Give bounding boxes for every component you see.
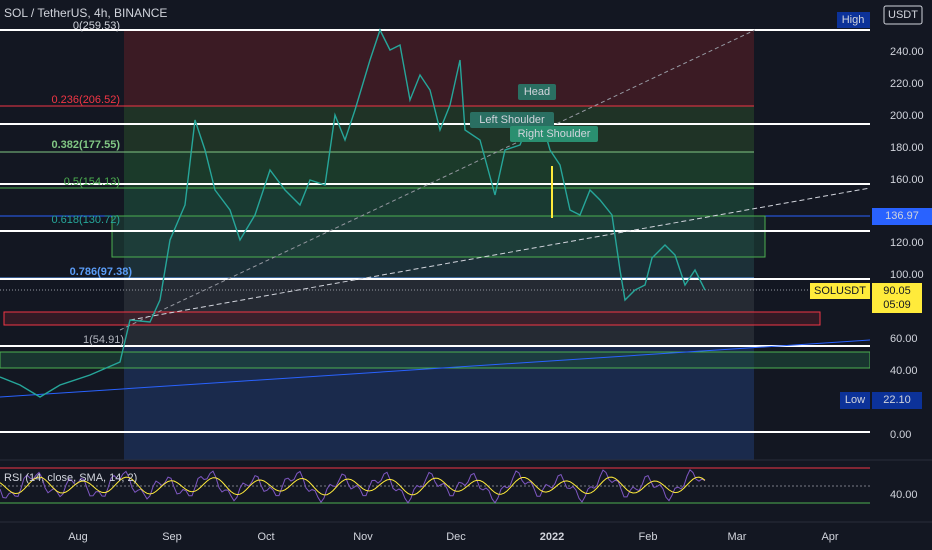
price-label: 160.00 — [890, 174, 924, 186]
fib-label: 0.382(177.55) — [52, 139, 121, 151]
fib-label: 0(259.53) — [73, 20, 120, 32]
price-axis-labels: 240.00 220.00 200.00 180.00 160.00 120.0… — [890, 46, 924, 441]
time-label: Oct — [257, 531, 274, 543]
trend-line — [0, 339, 871, 398]
price-label: 180.00 — [890, 142, 924, 154]
fib-label: 0.5(154.13) — [64, 176, 120, 188]
resistance-box — [3, 311, 821, 326]
currency[interactable]: USDT — [888, 9, 918, 21]
trend-dashed — [129, 187, 871, 321]
low-tag — [840, 392, 870, 409]
fib-label: 1(54.91) — [83, 334, 124, 346]
zone — [124, 106, 754, 152]
time-label: Aug — [68, 531, 88, 543]
demand-zone — [0, 351, 871, 369]
pattern-label: Head — [524, 86, 550, 98]
last-price-tag — [872, 208, 932, 225]
rsi-axis-label: 40.00 — [890, 489, 918, 501]
price-label: 60.00 — [890, 333, 918, 345]
price-label: 240.00 — [890, 46, 924, 58]
time-label: Sep — [162, 531, 182, 543]
price-label: 0.00 — [890, 429, 911, 441]
pattern-tag — [510, 126, 598, 142]
price-series — [0, 28, 706, 398]
price-label: 120.00 — [890, 237, 924, 249]
time-axis: Aug Sep Oct Nov Dec 2022 Feb Mar Apr — [68, 531, 839, 543]
time-label: Dec — [446, 531, 466, 543]
pattern-tag — [518, 84, 556, 100]
fib-label: 0.618(130.72) — [52, 214, 121, 226]
pattern-tag — [470, 112, 554, 128]
price-axis — [870, 0, 932, 550]
high-label: High — [842, 14, 865, 26]
price-label: 220.00 — [890, 78, 924, 90]
price-label: 200.00 — [890, 110, 924, 122]
fib-labels: 0(259.53) 0.236(206.52) 0.382(177.55) 0.… — [52, 20, 133, 346]
pattern-label: Right Shoulder — [518, 128, 591, 140]
time-label: Apr — [821, 531, 838, 543]
fib-label: 0.236(206.52) — [52, 94, 121, 106]
symbol-title: SOL / TetherUS, 4h, BINANCE — [4, 6, 167, 20]
trend-dashed — [119, 29, 756, 331]
time-label: Nov — [353, 531, 373, 543]
countdown: 05:09 — [883, 299, 911, 311]
low-value-tag — [872, 392, 922, 409]
rsi-line — [0, 468, 706, 504]
zone — [124, 188, 754, 216]
pattern-label: Left Shoulder — [479, 114, 545, 126]
ticker-price: 90.05 — [883, 285, 911, 297]
zone — [124, 152, 754, 188]
low-label: Low — [845, 394, 865, 406]
currency-button[interactable] — [883, 5, 923, 25]
ticker-tag — [810, 283, 870, 299]
time-label: Mar — [728, 531, 747, 543]
last-price: 136.97 — [885, 210, 919, 222]
time-label: Feb — [639, 531, 658, 543]
rsi-title: RSI (14, close, SMA, 14, 2) — [4, 472, 137, 484]
fib-label: 0.786(97.38) — [70, 266, 133, 278]
price-label: 100.00 — [890, 269, 924, 281]
ticker-price-tag — [872, 283, 922, 313]
ticker: SOLUSDT — [814, 285, 866, 297]
levels — [0, 29, 870, 433]
rsi-ma — [0, 476, 706, 496]
time-label: 2022 — [540, 531, 564, 543]
zone — [124, 30, 754, 106]
price-label: 40.00 — [890, 365, 918, 377]
low-value: 22.10 — [883, 394, 911, 406]
support-box — [111, 215, 766, 258]
high-tag — [837, 12, 870, 28]
